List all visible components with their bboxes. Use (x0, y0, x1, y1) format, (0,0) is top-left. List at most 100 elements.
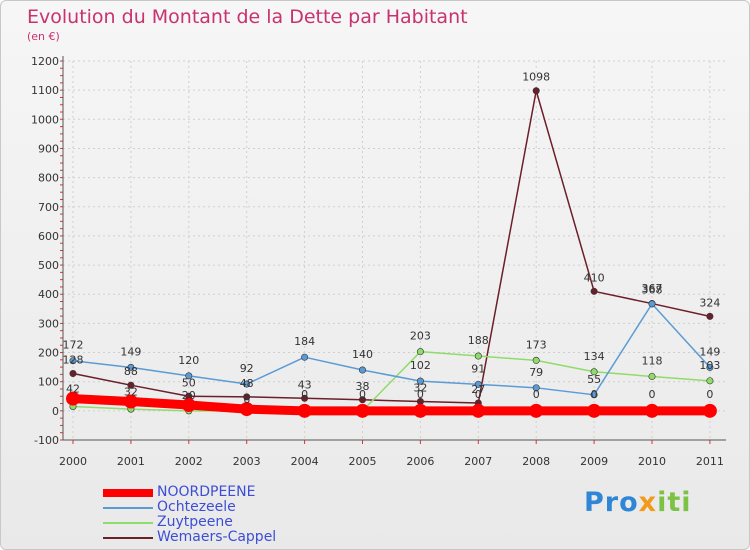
data-label-noordpeene: 32 (124, 386, 138, 399)
data-point-zuytpeene (590, 368, 598, 376)
data-point-zuytpeene (416, 348, 424, 356)
x-tick-label: 2007 (464, 455, 492, 468)
data-label-wemaers-cappel: 50 (182, 376, 196, 389)
x-tick-label: 2001 (117, 455, 145, 468)
data-point-ochtezeele (648, 300, 656, 308)
data-label-wemaers-cappel: 88 (124, 365, 138, 378)
data-point-noordpeene (355, 403, 370, 418)
data-point-ochtezeele (301, 353, 309, 361)
data-point-noordpeene (413, 403, 428, 418)
proxiti-logo: Proxiti (584, 487, 692, 518)
data-label-zuytpeene: 188 (468, 334, 489, 347)
data-label-noordpeene: 6 (243, 393, 250, 406)
y-tick-label: 1000 (31, 113, 59, 126)
data-point-wemaers-cappel (301, 394, 309, 402)
y-tick-label: 800 (38, 172, 59, 185)
legend-label-wemaers-cappel: Wemaers-Cappel (157, 529, 277, 545)
data-point-wemaers-cappel (69, 370, 77, 378)
data-point-zuytpeene (474, 352, 482, 360)
data-label-ochtezeele: 92 (240, 362, 254, 375)
data-label-noordpeene: 0 (301, 388, 308, 401)
y-tick-label: 200 (38, 347, 59, 360)
chart-title: Evolution du Montant de la Dette par Hab… (27, 6, 468, 28)
data-point-ochtezeele (416, 377, 424, 385)
data-point-ochtezeele (243, 380, 251, 388)
y-tick-label: 100 (38, 376, 59, 389)
y-tick-label: 1100 (31, 84, 59, 97)
y-tick-label: 600 (38, 230, 59, 243)
data-label-ochtezeele: 149 (120, 345, 141, 358)
data-point-ochtezeele (127, 363, 135, 371)
data-point-wemaers-cappel (532, 87, 540, 95)
y-tick-label: 1200 (31, 55, 59, 68)
data-label-wemaers-cappel: 43 (298, 378, 312, 391)
data-point-zuytpeene (706, 377, 714, 385)
data-point-ochtezeele (706, 363, 714, 371)
data-label-ochtezeele: 55 (587, 373, 601, 386)
y-tick-label: 400 (38, 288, 59, 301)
data-label-wemaers-cappel: 32 (413, 382, 427, 395)
data-point-wemaers-cappel (706, 312, 714, 320)
legend-item-noordpeene[interactable]: NOORDPEENE (103, 484, 363, 500)
data-point-wemaers-cappel (127, 381, 135, 389)
data-point-ochtezeele (185, 372, 193, 380)
y-tick-label: 0 (52, 405, 59, 418)
data-point-ochtezeele (69, 357, 77, 365)
data-point-noordpeene (297, 403, 312, 418)
data-label-wemaers-cappel: 38 (356, 380, 370, 393)
x-tick-label: 2011 (696, 455, 724, 468)
y-tick-label: -100 (34, 434, 59, 447)
series-line-noordpeene (68, 394, 715, 416)
data-point-noordpeene (587, 403, 602, 418)
x-tick-label: 2000 (59, 455, 87, 468)
x-tick-label: 2008 (522, 455, 550, 468)
data-point-noordpeene (123, 394, 138, 409)
data-label-zuytpeene: 203 (410, 330, 431, 343)
data-label-ochtezeele: 184 (294, 335, 315, 348)
series-line-ochtezeele (72, 303, 711, 396)
data-label-ochtezeele: 367 (642, 282, 663, 295)
data-point-wemaers-cappel (590, 287, 598, 295)
data-label-wemaers-cappel: 324 (699, 296, 720, 309)
x-tick-label: 2005 (349, 455, 377, 468)
legend-swatch-wemaers-cappel (103, 537, 153, 539)
data-label-wemaers-cappel: 368 (642, 284, 663, 297)
data-label-ochtezeele: 79 (529, 366, 543, 379)
data-point-noordpeene (702, 403, 717, 418)
x-tick-label: 2006 (406, 455, 434, 468)
data-label-wemaers-cappel: 48 (240, 377, 254, 390)
series-line-zuytpeene (72, 350, 711, 412)
data-label-zuytpeene: 118 (642, 354, 663, 367)
legend-label-noordpeene: NOORDPEENE (157, 484, 256, 500)
legend-item-wemaers-cappel[interactable]: Wemaers-Cappel (103, 529, 363, 545)
data-label-ochtezeele: 91 (471, 362, 485, 375)
data-point-noordpeene (471, 403, 486, 418)
data-label-noordpeene: 0 (706, 388, 713, 401)
x-tick-label: 2009 (580, 455, 608, 468)
x-tick-label: 2004 (291, 455, 319, 468)
legend-swatch-noordpeene (103, 489, 153, 497)
data-label-wemaers-cappel: 128 (63, 354, 84, 367)
legend-item-zuytpeene[interactable]: Zuytpeene (103, 514, 363, 530)
data-point-ochtezeele (590, 391, 598, 399)
data-label-ochtezeele: 140 (352, 348, 373, 361)
y-tick-label: 500 (38, 259, 59, 272)
data-point-wemaers-cappel (358, 396, 366, 404)
unit-label: (en €) (27, 30, 60, 43)
data-label-noordpeene: 0 (417, 388, 424, 401)
data-label-ochtezeele: 120 (178, 354, 199, 367)
legend-item-ochtezeele[interactable]: Ochtezeele (103, 499, 363, 515)
data-label-wemaers-cappel: 1098 (522, 71, 550, 84)
data-point-ochtezeele (358, 366, 366, 374)
data-point-ochtezeele (532, 384, 540, 392)
data-point-noordpeene (645, 403, 659, 418)
series-line-wemaers-cappel (72, 89, 711, 404)
data-label-wemaers-cappel: 410 (584, 271, 605, 284)
data-label-noordpeene: 0 (533, 388, 540, 401)
data-label-wemaers-cappel: 27 (471, 383, 485, 396)
legend-swatch-ochtezeele (103, 507, 153, 509)
data-point-zuytpeene (532, 356, 540, 364)
data-label-noordpeene: 42 (66, 383, 80, 396)
legend: NOORDPEENE Ochtezeele Zuytpeene Wemaers-… (103, 484, 363, 545)
